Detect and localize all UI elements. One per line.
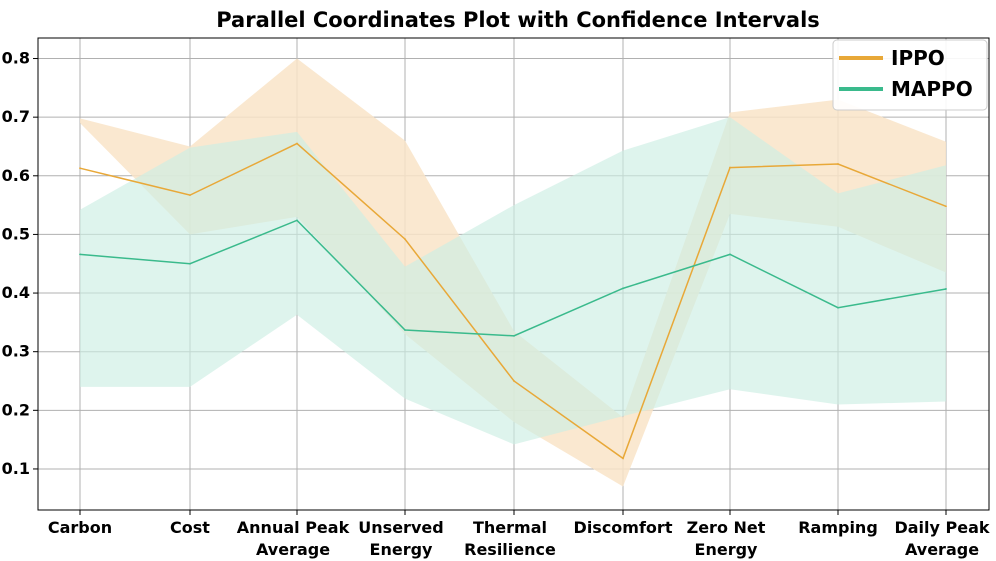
data-point-mappo [837, 306, 839, 309]
data-point-mappo [189, 262, 191, 265]
data-point-ippo [729, 166, 731, 169]
data-point-ippo [513, 380, 515, 382]
x-tick-label-line: Average [905, 540, 979, 559]
x-tick-label-line: Daily Peak [894, 518, 989, 537]
x-axis: Carbon Cost Annual Peak Average Unserved Ener… [48, 510, 990, 559]
y-tick-label: 0.2 [2, 400, 30, 419]
y-tick-label: 0.3 [2, 342, 30, 361]
x-tick-label: Thermal Resilience [464, 518, 556, 559]
x-tick-label-line: Zero Net [687, 518, 766, 537]
data-point-mappo [513, 334, 515, 337]
x-tick-label: Unserved Energy [358, 518, 443, 559]
confidence-band-mappo [80, 117, 946, 445]
x-tick-label-line: Energy [695, 540, 759, 559]
data-point-ippo [622, 457, 624, 460]
chart-title: Parallel Coordinates Plot with Confidenc… [216, 8, 820, 32]
data-point-ippo [404, 238, 406, 241]
line-layer [79, 142, 947, 460]
x-tick-label-line: Energy [370, 540, 434, 559]
y-axis: 0.1 0.2 0.3 0.4 0.5 0.6 0.7 0.8 [2, 49, 38, 478]
x-tick-label: Ramping [798, 518, 878, 537]
x-tick-label-line: Resilience [464, 540, 556, 559]
x-tick-label-line: Ramping [798, 518, 878, 537]
x-tick-label: Daily Peak Average [894, 518, 989, 559]
x-tick-label-line: Thermal [473, 518, 547, 537]
data-point-mappo [296, 219, 298, 222]
x-tick-label-line: Unserved [358, 518, 443, 537]
x-tick-label-line: Carbon [48, 518, 112, 537]
data-point-ippo [945, 205, 947, 208]
data-point-ippo [189, 194, 191, 197]
data-point-ippo [296, 142, 298, 145]
y-tick-label: 0.7 [2, 107, 30, 126]
x-tick-label: Annual Peak Average [237, 518, 350, 559]
x-tick-label: Discomfort [574, 518, 673, 537]
legend-label-ippo: IPPO [891, 46, 945, 70]
legend-label-mappo: MAPPO [891, 77, 973, 101]
data-point-mappo [404, 329, 406, 331]
y-tick-label: 0.1 [2, 459, 30, 478]
y-tick-label: 0.4 [2, 283, 30, 302]
data-point-mappo [729, 253, 731, 256]
x-tick-label: Zero Net Energy [687, 518, 766, 559]
x-tick-label-line: Discomfort [574, 518, 673, 537]
x-tick-label-line: Annual Peak [237, 518, 350, 537]
legend: IPPO MAPPO [832, 39, 988, 111]
x-tick-label-line: Cost [170, 518, 210, 537]
data-point-ippo [79, 167, 81, 170]
data-point-mappo [79, 253, 81, 256]
x-tick-label: Carbon [48, 518, 112, 537]
y-tick-label: 0.6 [2, 166, 30, 185]
x-tick-label: Cost [170, 518, 210, 537]
data-point-mappo [945, 288, 947, 290]
data-point-mappo [622, 287, 624, 290]
y-tick-label: 0.8 [2, 49, 30, 68]
x-tick-label-line: Average [256, 540, 330, 559]
data-point-ippo [837, 163, 839, 165]
band-layer [80, 58, 946, 487]
y-tick-label: 0.5 [2, 224, 30, 243]
